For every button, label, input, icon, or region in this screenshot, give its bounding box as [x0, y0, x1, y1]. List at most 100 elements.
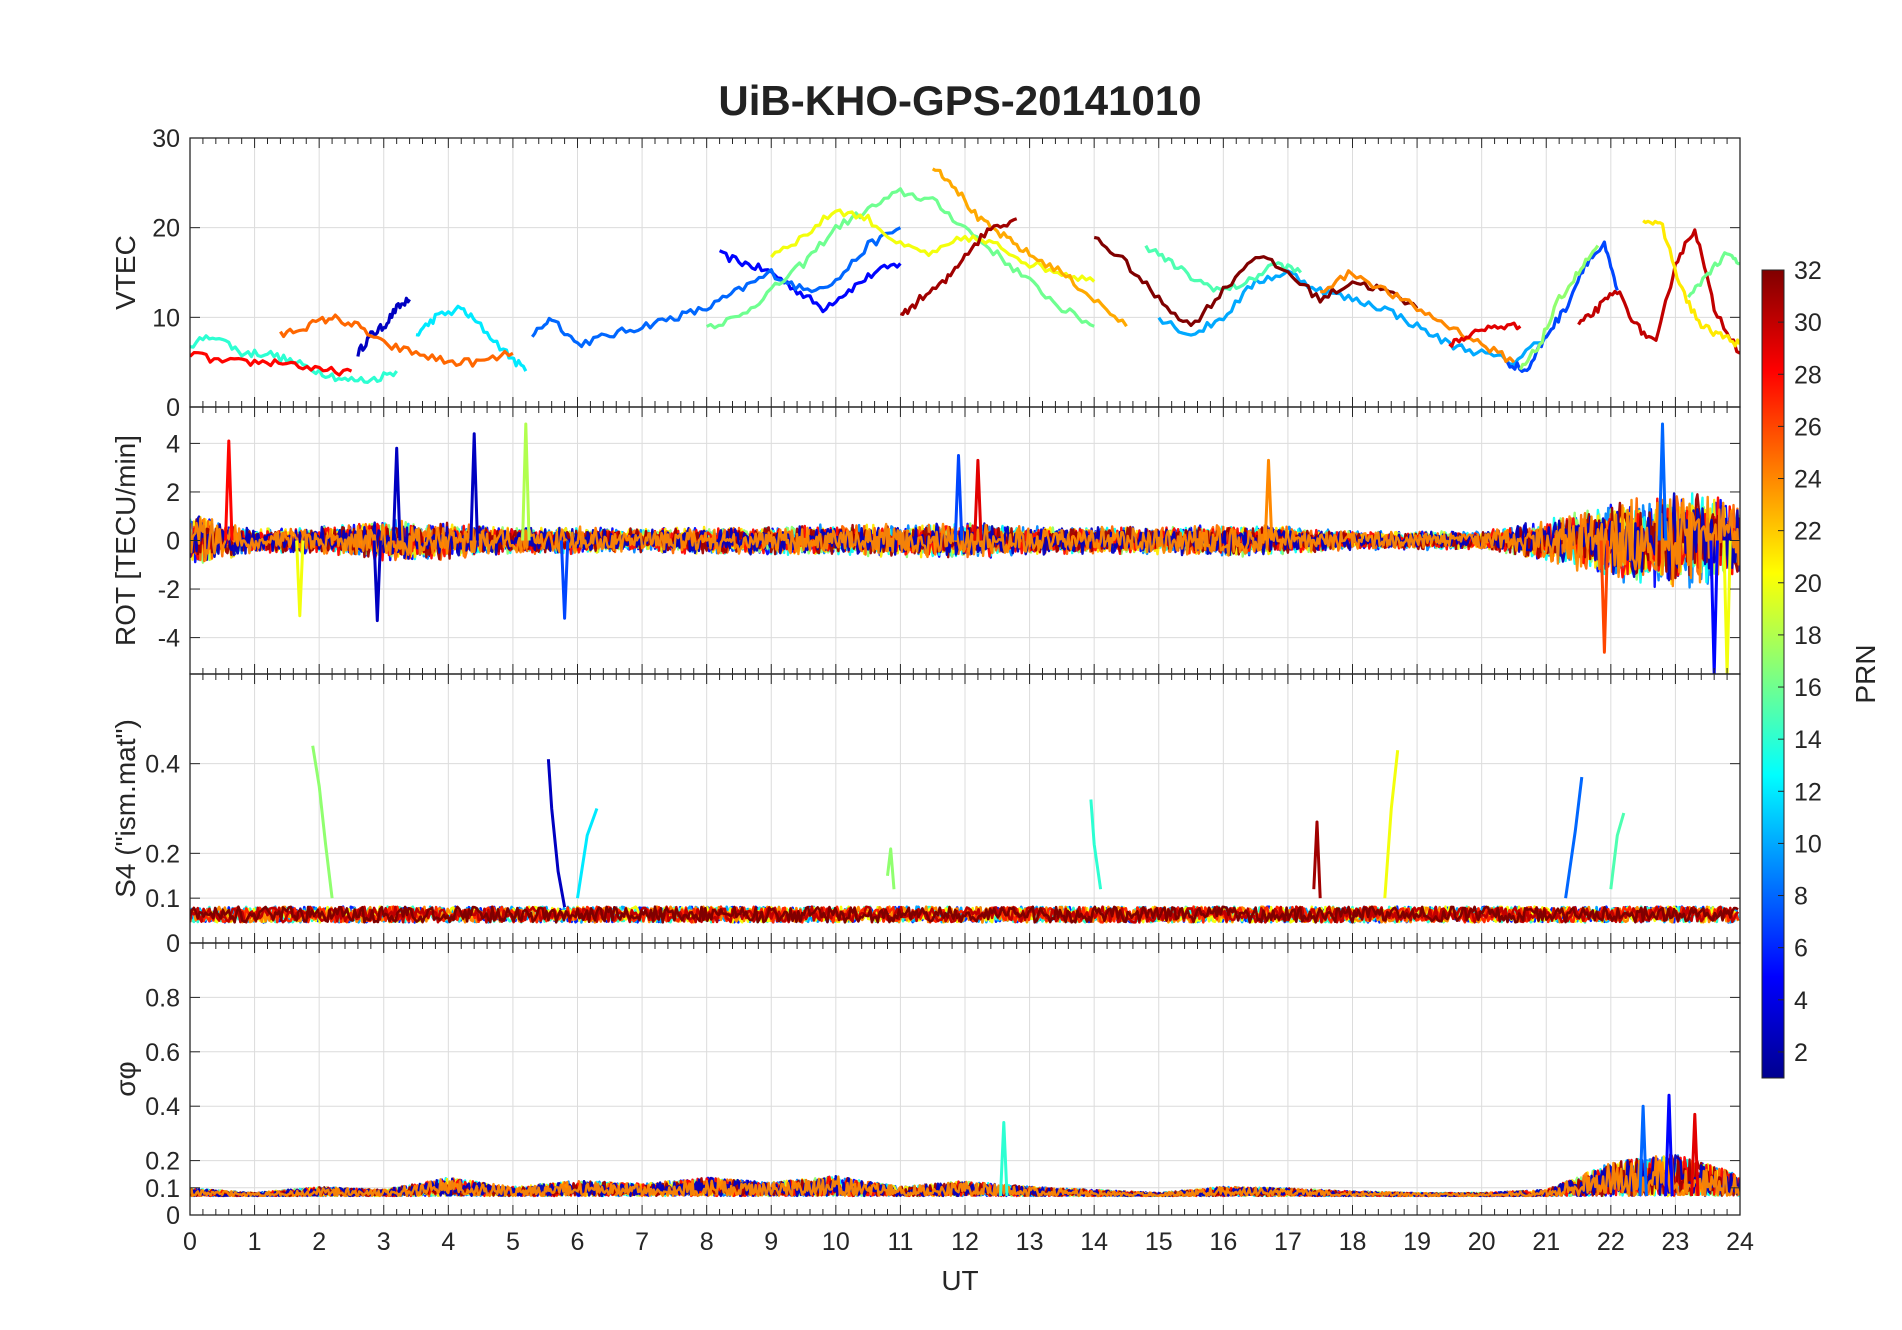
series-line-prn-25: [279, 313, 514, 368]
colorbar-tick-label: 6: [1794, 935, 1808, 963]
colorbar-tick-label: 12: [1794, 778, 1822, 806]
x-tick-label: 16: [1209, 1228, 1237, 1256]
y-tick-label: 0.1: [145, 885, 180, 913]
spike-prn-20: [1722, 540, 1732, 674]
panel-data: [190, 745, 1740, 924]
spike-prn-3: [372, 540, 382, 623]
series-line-prn-10: [1157, 269, 1548, 366]
series-line-prn-12: [415, 304, 528, 372]
x-tick-label: 7: [635, 1228, 649, 1256]
series-line-prn-3: [356, 296, 411, 357]
series-line-prn-31: [899, 217, 1018, 316]
y-tick-label: 0: [166, 930, 180, 958]
series-line-prn-20: [770, 208, 1096, 283]
spike-prn-20: [1383, 750, 1400, 899]
spike-prn-26: [1599, 540, 1610, 654]
spike-prn-14: [999, 1121, 1009, 1197]
colorbar-tick-label: 28: [1794, 361, 1822, 389]
colorbar-gradient: [1761, 269, 1785, 1079]
colorbar-tick-label: 8: [1794, 883, 1808, 911]
x-tick-label: 8: [700, 1228, 714, 1256]
y-tick-label: 0.1: [145, 1175, 180, 1203]
panel-3: 0 0.1 0.2 0.4S4 ("ism.mat"): [110, 673, 1741, 958]
x-tick-label: 5: [506, 1228, 520, 1256]
spike-prn-17: [886, 847, 896, 890]
panel-data: [190, 1093, 1740, 1198]
series-line-prn-21: [1642, 219, 1740, 348]
y-tick-label: 0.6: [145, 1039, 180, 1067]
y-tick-label: 0: [166, 394, 180, 422]
series-line-prn-28: [190, 351, 353, 377]
y-tick-label: 30: [152, 125, 180, 153]
colorbar-label: PRN: [1850, 644, 1881, 703]
colorbar-tick-label: 30: [1794, 309, 1822, 337]
y-tick-label: 0.2: [145, 1148, 180, 1176]
series-line-prn-8: [531, 226, 902, 349]
baseline-line-prn-32: [190, 905, 1739, 924]
series-line-prn-7: [1506, 240, 1619, 373]
series-line-prn-24: [1320, 269, 1516, 364]
x-tick-label: 21: [1532, 1228, 1560, 1256]
spike-prn-24: [1263, 458, 1274, 541]
x-tick-label: 23: [1662, 1228, 1690, 1256]
panel-1: 0 10 20 30 VTEC: [110, 125, 1741, 422]
y-axis-label: ROT [TECU/min]: [110, 435, 141, 646]
spike-prn-7: [559, 540, 570, 620]
series-line-prn-30: [1577, 228, 1740, 355]
spike-prn-28: [224, 439, 234, 541]
spike-prn-17: [311, 745, 334, 899]
spike-prn-18: [521, 422, 531, 541]
y-tick-label: 0.2: [145, 840, 180, 868]
chart-title: UiB-KHO-GPS-20141010: [718, 77, 1201, 124]
colorbar-tick-label: 26: [1794, 413, 1822, 441]
y-axis-label: S4 ("ism.mat"): [110, 719, 141, 898]
spike-prn-12: [576, 807, 599, 899]
panel-2: -4 -2 0 2 4 ROT [TECU/min]: [110, 406, 1741, 675]
x-tick-label: 24: [1726, 1228, 1754, 1256]
x-tick-label: 0: [183, 1228, 197, 1256]
colorbar-tick-label: 32: [1794, 257, 1822, 285]
x-tick-label: 4: [441, 1228, 455, 1256]
y-axis-label: σφ: [110, 1061, 141, 1096]
x-tick-label: 9: [764, 1228, 778, 1256]
spike-prn-3: [546, 759, 567, 908]
y-tick-label: 0.8: [145, 984, 180, 1012]
spike-prn-8: [1564, 776, 1584, 899]
colorbar-tick-label: 20: [1794, 570, 1822, 598]
series-line-prn-5: [718, 249, 902, 314]
series-line-prn-23: [931, 167, 1128, 328]
y-tick-label: -4: [158, 625, 180, 653]
spike-prn-7: [953, 454, 964, 541]
series-line-prn-16: [1687, 251, 1740, 299]
noise-line-prn-24: [190, 495, 1740, 588]
y-tick-label: 2: [166, 479, 180, 507]
y-tick-label: 4: [166, 430, 180, 458]
spike-prn-5: [1709, 540, 1719, 674]
colorbar-tick-label: 16: [1794, 674, 1822, 702]
x-tick-label: 11: [887, 1228, 913, 1256]
series-line-prn-16: [705, 187, 1095, 330]
colorbar-tick-label: 14: [1794, 726, 1822, 754]
series-line-prn-29: [1448, 321, 1522, 348]
x-tick-label: 3: [377, 1228, 391, 1256]
y-tick-label: 0.4: [145, 751, 180, 779]
x-tick-label: 13: [1016, 1228, 1044, 1256]
y-tick-label: -2: [158, 576, 180, 604]
x-tick-label: 1: [248, 1228, 262, 1256]
noise-line-prn-24: [190, 1155, 1740, 1198]
series-line-prn-17: [1518, 244, 1600, 371]
y-tick-label: 0: [166, 528, 180, 556]
panel-data: [190, 167, 1740, 384]
y-tick-label: 10: [152, 304, 180, 332]
x-tick-label: 6: [571, 1228, 585, 1256]
spike-prn-20: [295, 540, 305, 618]
x-tick-label: 12: [951, 1228, 979, 1256]
y-tick-label: 0: [166, 1202, 180, 1230]
colorbar-tick-label: 2: [1794, 1039, 1808, 1067]
colorbar-tick-label: 10: [1794, 830, 1822, 858]
x-tick-label: 14: [1080, 1228, 1108, 1256]
spike-prn-31: [1312, 820, 1322, 899]
